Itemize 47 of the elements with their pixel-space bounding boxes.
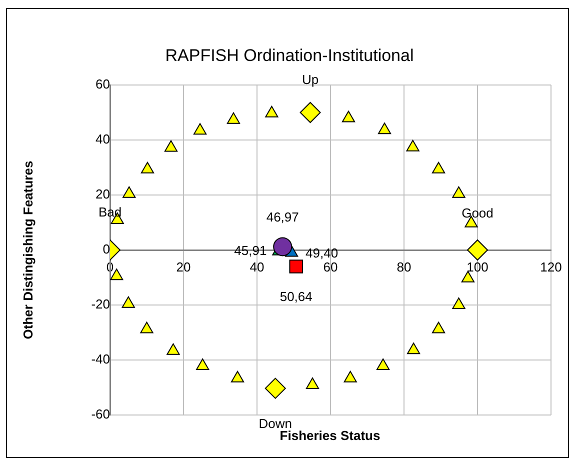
- point: [378, 122, 392, 134]
- x-tick-label: 100: [466, 259, 488, 274]
- point: [342, 110, 356, 122]
- y-tick-label: -60: [91, 406, 110, 422]
- x-tick-label: 60: [323, 259, 338, 274]
- point: [406, 140, 420, 152]
- point: [452, 186, 466, 198]
- x-tick-label: 40: [250, 259, 264, 274]
- point: [306, 378, 320, 390]
- point: [122, 296, 135, 308]
- annotation: 49,40: [306, 245, 338, 260]
- point: [265, 106, 278, 118]
- point: [196, 358, 210, 370]
- point: [164, 140, 178, 152]
- x-axis-title: Fisheries Status: [280, 428, 382, 443]
- point: [406, 342, 420, 354]
- y-tick-label: -20: [91, 296, 110, 312]
- x-tick-label: 80: [396, 259, 412, 274]
- annotation: 46,97: [266, 209, 299, 224]
- annotation: Down: [258, 416, 292, 431]
- point: [452, 298, 466, 309]
- point: [344, 370, 357, 382]
- point: [432, 322, 446, 334]
- y-tick-label: 40: [96, 132, 110, 147]
- x-tick-label: 120: [540, 259, 562, 274]
- point: [122, 186, 136, 198]
- point: [226, 112, 240, 124]
- point: [193, 123, 207, 135]
- y-tick-label: 20: [96, 186, 110, 202]
- annotation: Bad: [98, 204, 122, 220]
- annotation: Up: [302, 72, 319, 88]
- point: [432, 162, 446, 174]
- annotation: 50,64: [280, 289, 312, 304]
- y-tick-label: 0: [102, 242, 110, 257]
- annotation: 45,91: [234, 242, 267, 258]
- x-tick-label: 20: [176, 259, 191, 274]
- point: [376, 358, 390, 370]
- y-tick-label: 60: [96, 76, 110, 92]
- point: [230, 370, 244, 382]
- chart-title: RAPFISH Ordination-Institutional: [164, 46, 415, 66]
- annotation: Good: [462, 206, 494, 221]
- y-tick-label: -40: [91, 352, 110, 367]
- point: [166, 343, 180, 355]
- point: [140, 322, 154, 334]
- point: [140, 162, 154, 174]
- y-axis-title: Other Distingishing Features: [20, 160, 36, 340]
- point: [461, 270, 475, 282]
